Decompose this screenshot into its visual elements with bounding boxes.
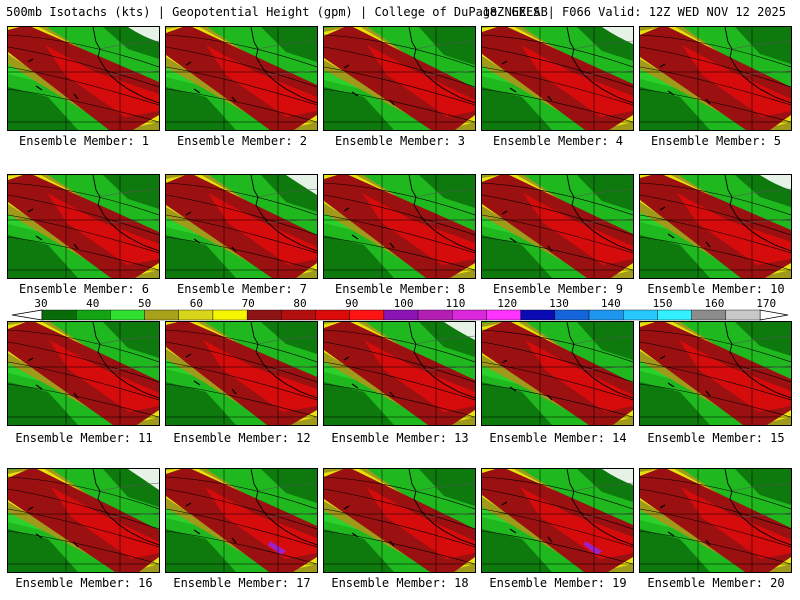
ensemble-map-10[interactable] — [639, 174, 792, 279]
ensemble-map-6[interactable] — [7, 174, 160, 279]
ensemble-map-15[interactable] — [639, 321, 792, 426]
ensemble-member-label: Ensemble Member: 3 — [334, 134, 466, 148]
colorbar-swatch — [178, 309, 214, 321]
ensemble-member-label: Ensemble Member: 10 — [647, 282, 785, 296]
ensemble-member-label: Ensemble Member: 15 — [647, 431, 785, 445]
colorbar-tick-label: 140 — [600, 297, 621, 310]
ensemble-member-label: Ensemble Member: 11 — [15, 431, 153, 445]
colorbar-tick-label: 110 — [445, 297, 466, 310]
ensemble-member-label: Ensemble Member: 8 — [334, 282, 466, 296]
colorbar-swatch — [383, 309, 419, 321]
ensemble-member-label: Ensemble Member: 13 — [331, 431, 469, 445]
ensemble-map-18[interactable] — [323, 468, 476, 573]
ensemble-map-19[interactable] — [481, 468, 634, 573]
ensemble-member-label: Ensemble Member: 2 — [176, 134, 308, 148]
colorbar-tick-label: 80 — [293, 297, 307, 310]
colorbar-swatch — [725, 309, 761, 321]
colorbar-swatch — [623, 309, 658, 321]
colorbar-tick-label: 160 — [704, 297, 725, 310]
ensemble-member-label: Ensemble Member: 9 — [492, 282, 624, 296]
ensemble-map-17[interactable] — [165, 468, 318, 573]
colorbar-tick-label: 120 — [497, 297, 518, 310]
ensemble-map-14[interactable] — [481, 321, 634, 426]
ensemble-member-label: Ensemble Member: 19 — [489, 576, 627, 590]
colorbar-swatch — [588, 309, 624, 321]
colorbar-swatch — [110, 309, 145, 321]
colorbar-swatch — [315, 309, 350, 321]
ensemble-member-label: Ensemble Member: 7 — [176, 282, 308, 296]
colorbar-tick-label: 150 — [652, 297, 673, 310]
ensemble-map-9[interactable] — [481, 174, 634, 279]
colorbar-tick-label: 30 — [34, 297, 48, 310]
ensemble-member-label: Ensemble Member: 17 — [173, 576, 311, 590]
ensemble-member-label: Ensemble Member: 18 — [331, 576, 469, 590]
ensemble-member-label: Ensemble Member: 14 — [489, 431, 627, 445]
colorbar-swatch — [144, 309, 179, 321]
ensemble-map-3[interactable] — [323, 26, 476, 131]
title-product: 500mb Isotachs (kts) | Geopotential Heig… — [6, 5, 548, 19]
colorbar-legend: 30 40 50 60 70 80 90 100 110 120 130 140 150 160 170 — [0, 297, 800, 321]
ensemble-member-label: Ensemble Member: 12 — [173, 431, 311, 445]
ensemble-member-label: Ensemble Member: 4 — [492, 134, 624, 148]
colorbar-tick-label: 100 — [393, 297, 414, 310]
colorbar-tick-label: 40 — [86, 297, 100, 310]
ensemble-member-label: Ensemble Member: 6 — [18, 282, 150, 296]
colorbar-swatch — [486, 309, 521, 321]
colorbar-swatch — [281, 309, 316, 321]
ensemble-map-20[interactable] — [639, 468, 792, 573]
colorbar-swatch — [246, 309, 282, 321]
ensemble-map-2[interactable] — [165, 26, 318, 131]
colorbar-swatch — [349, 309, 385, 321]
colorbar-tick-label: 50 — [137, 297, 152, 310]
ensemble-map-5[interactable] — [639, 26, 792, 131]
ensemble-member-label: Ensemble Member: 1 — [18, 134, 150, 148]
colorbar-swatch — [417, 309, 453, 321]
colorbar-swatch — [452, 309, 487, 321]
ensemble-map-1[interactable] — [7, 26, 160, 131]
title-valid-time: 18Z GEFS | F066 Valid: 12Z WED NOV 12 20… — [482, 5, 786, 19]
ensemble-map-16[interactable] — [7, 468, 160, 573]
colorbar-swatch — [75, 309, 111, 321]
colorbar-tick-label: 70 — [241, 297, 255, 310]
ensemble-map-4[interactable] — [481, 26, 634, 131]
colorbar-tick-label: 170 — [756, 297, 777, 310]
ensemble-member-label: Ensemble Member: 16 — [15, 576, 153, 590]
colorbar-tick-label: 90 — [345, 297, 359, 310]
colorbar-tick-label: 130 — [549, 297, 569, 310]
colorbar-swatch — [657, 309, 692, 321]
colorbar-tick-label: 60 — [189, 297, 204, 310]
colorbar-swatch — [520, 309, 556, 321]
colorbar-swatch — [212, 309, 248, 321]
colorbar-swatch — [554, 309, 590, 321]
ensemble-map-11[interactable] — [7, 321, 160, 426]
colorbar-swatch — [691, 309, 727, 321]
colorbar-swatch — [41, 309, 77, 321]
map-title: 500mb Isotachs (kts) | Geopotential Heig… — [6, 5, 796, 21]
ensemble-map-7[interactable] — [165, 174, 318, 279]
ensemble-member-label: Ensemble Member: 20 — [647, 576, 785, 590]
ensemble-map-12[interactable] — [165, 321, 318, 426]
ensemble-map-8[interactable] — [323, 174, 476, 279]
ensemble-member-label: Ensemble Member: 5 — [650, 134, 782, 148]
ensemble-map-13[interactable] — [323, 321, 476, 426]
